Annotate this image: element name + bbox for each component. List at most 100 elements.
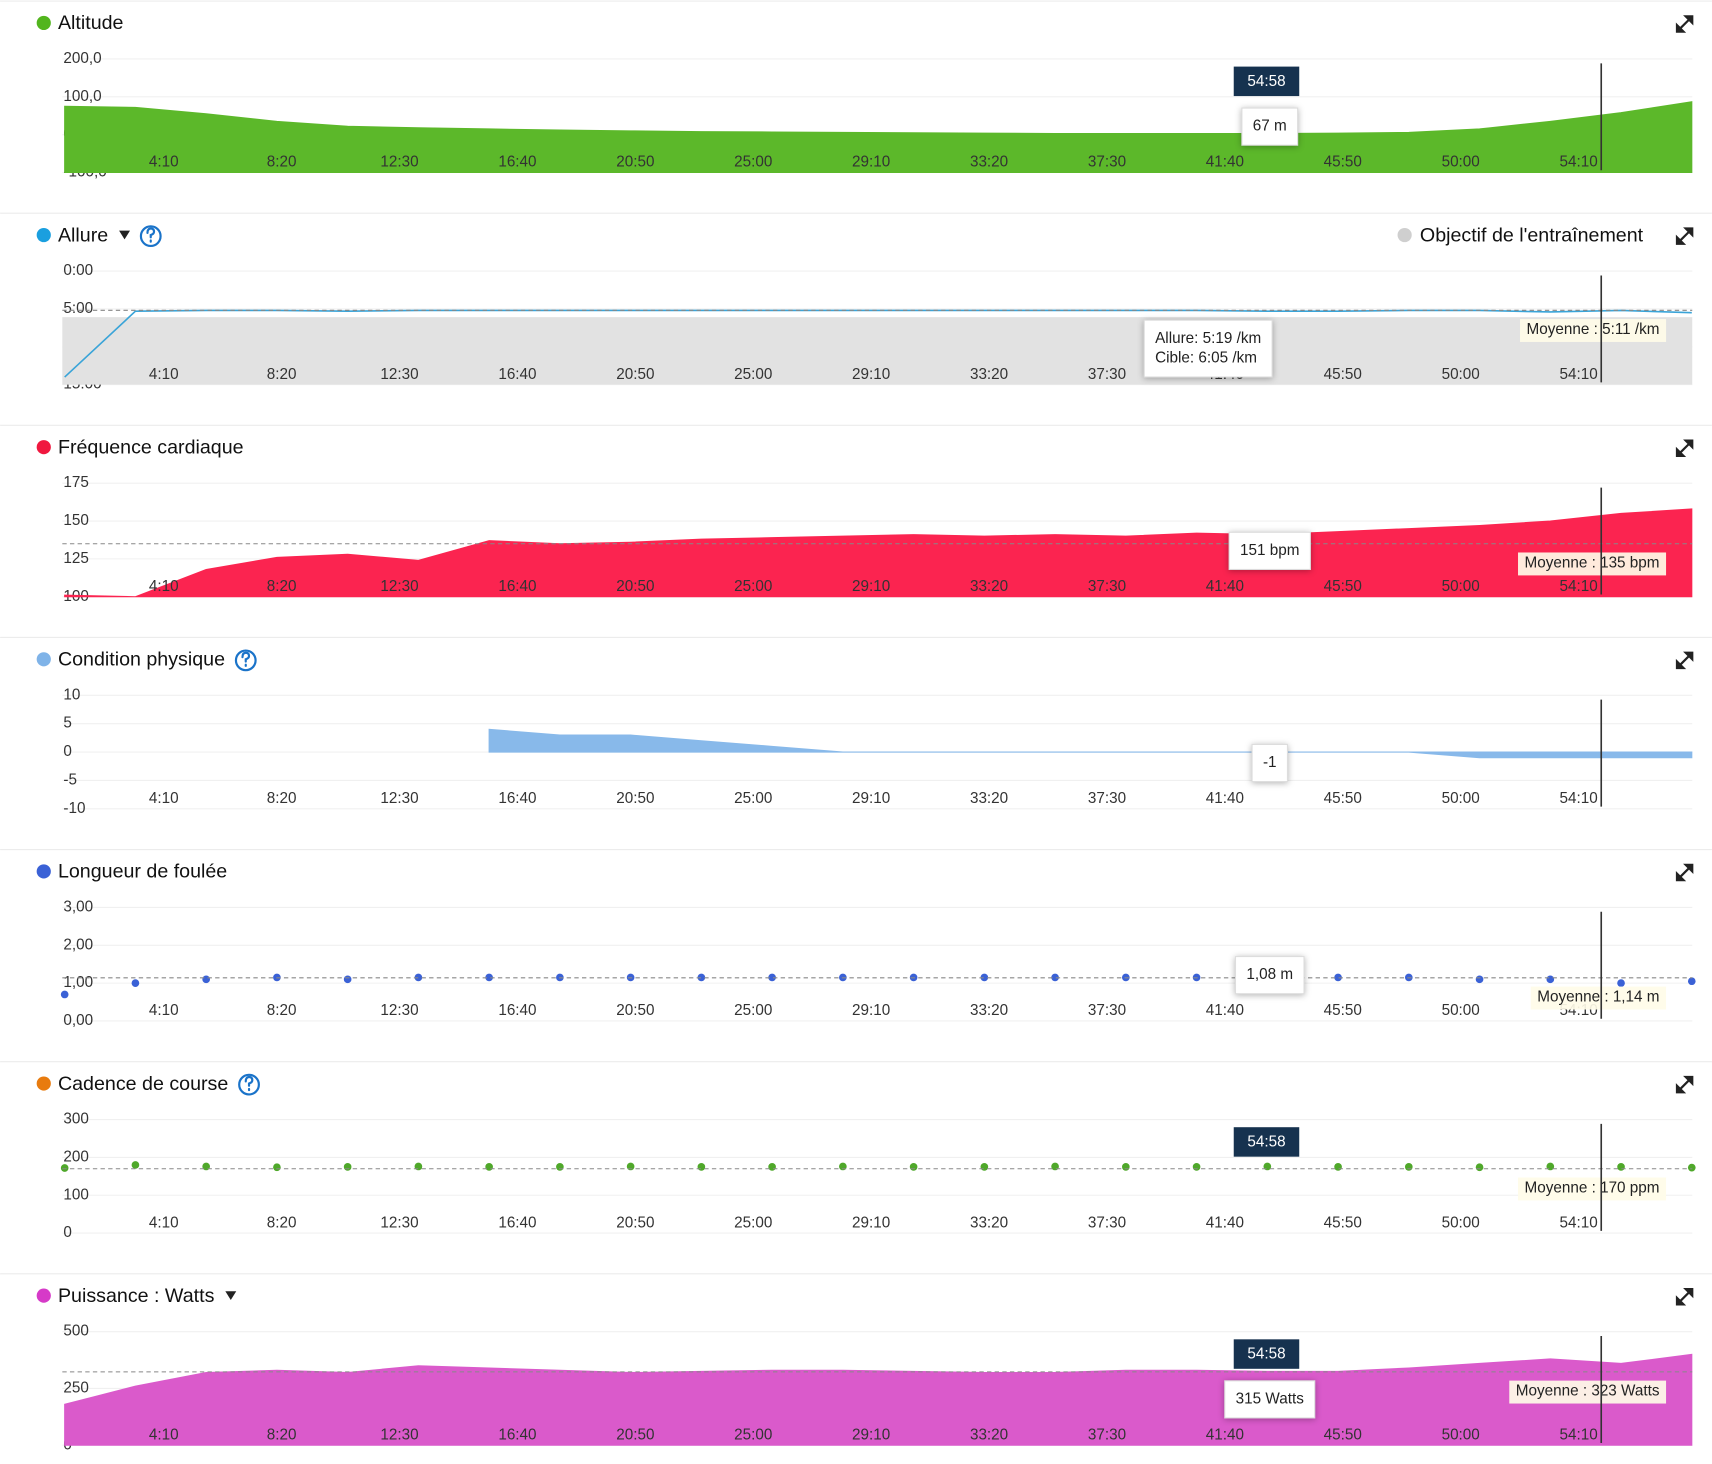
mean-label: Moyenne : 323 Watts [1516, 1383, 1660, 1400]
y-tick-label: 200,0 [63, 50, 101, 67]
x-tick-label: 41:40 [1206, 578, 1244, 595]
y-tick-label: 100 [63, 1186, 88, 1203]
y-tick-label: 500 [63, 1323, 88, 1340]
expand-button[interactable] [1675, 15, 1694, 33]
mean-label: Moyenne : 5:11 /km [1527, 321, 1660, 338]
point [60, 1164, 69, 1172]
tooltip-text: 151 bpm [1240, 542, 1299, 559]
expand-button[interactable] [1675, 1075, 1694, 1094]
point [1546, 975, 1555, 984]
x-tick-label: 37:30 [1088, 1214, 1126, 1231]
help-icon [234, 649, 257, 672]
chart-title: Condition physique [58, 649, 225, 671]
help-icon [238, 1073, 260, 1096]
tooltip-box [1143, 319, 1273, 378]
expand-button[interactable] [1675, 863, 1694, 882]
cursor-label-box [1233, 1127, 1300, 1157]
legend-dot [36, 1076, 51, 1091]
x-tick-label: 41:40 [1206, 790, 1244, 807]
x-tick-label: 4:10 [149, 366, 179, 383]
x-tick-label: 33:20 [970, 366, 1008, 383]
point [768, 973, 776, 982]
x-tick-label: 54:10 [1559, 1426, 1597, 1443]
x-tick-label: 50:00 [1442, 1002, 1480, 1019]
x-tick-label: 25:00 [734, 1426, 772, 1443]
legend-dot [36, 440, 51, 455]
x-tick-label: 4:10 [149, 1214, 179, 1231]
point [485, 1163, 493, 1171]
chart-title: Fréquence cardiaque [58, 436, 244, 458]
x-tick-label: 45:50 [1324, 1214, 1362, 1231]
tooltip-text: 67 m [1253, 118, 1287, 135]
y-tick-label: 0,00 [63, 1012, 93, 1029]
expand-button[interactable] [1675, 439, 1694, 457]
point [273, 1163, 281, 1172]
tooltip: 1,08 m [1234, 956, 1305, 995]
target-legend-dot [1397, 227, 1412, 243]
chart-panel: Longueur de foulée 3,00 2,00 1,00 0,00 4:10 8:… [0, 849, 1712, 1029]
y-tick-label: 150 [63, 512, 88, 529]
x-tick-label: 29:10 [852, 366, 890, 383]
expand-button[interactable] [1675, 651, 1694, 670]
x-tick-label: 50:00 [1442, 790, 1480, 807]
x-tick-label: 20:50 [616, 1426, 654, 1443]
x-tick-label: 16:40 [498, 578, 536, 595]
mean-label-box [1530, 986, 1667, 1010]
cursor-label: 54:58 [1247, 73, 1285, 90]
x-tick-label: 16:40 [498, 366, 536, 383]
chart-panel: Puissance : Watts50025004:108:2012:3016:… [0, 1273, 1712, 1453]
x-tick-label: 37:30 [1088, 366, 1126, 383]
x-tick-label: 20:50 [616, 790, 654, 807]
point [131, 1161, 140, 1169]
area [64, 101, 1693, 174]
y-tick-label: -10 [63, 800, 85, 817]
y-tick-label: 200 [63, 1148, 88, 1165]
point [697, 973, 706, 982]
x-tick-label: 37:30 [1088, 1426, 1126, 1443]
x-tick-label: 4:10 [149, 578, 179, 595]
expand-button[interactable] [1675, 1288, 1694, 1306]
x-tick-label: 33:20 [970, 1214, 1008, 1231]
chart-panel: Cadence de course 300 200 100 0 4:10 8:20 12:30… [0, 1061, 1712, 1241]
x-tick-label: 12:30 [380, 1002, 418, 1019]
x-tick-label: 29:10 [852, 1002, 890, 1019]
chart-title: Cadence de course [58, 1073, 228, 1095]
y-tick-label: 0 [63, 1224, 72, 1241]
help-icon-mark [241, 651, 251, 667]
x-tick-label: 37:30 [1088, 1002, 1126, 1019]
mean-label-box [1520, 319, 1667, 342]
tooltip-text: 315 Watts [1236, 1390, 1305, 1407]
x-tick-label: 25:00 [734, 366, 772, 383]
x-tick-label: 8:20 [267, 1214, 297, 1231]
x-tick-label: 20:50 [616, 578, 654, 595]
point [202, 975, 210, 984]
y-tick-label: -5 [63, 772, 77, 789]
chart-panel: Allure Objectif de l'entraînement 0:00 5:00… [0, 212, 1712, 393]
x-tick-label: 37:30 [1088, 578, 1126, 595]
point [697, 1163, 706, 1171]
point [485, 973, 493, 982]
x-tick-label: 50:00 [1442, 366, 1480, 383]
y-tick-label: 2,00 [63, 936, 93, 953]
tooltip-text: Allure: 5:19 /km [1155, 330, 1261, 347]
help-icon-mark [244, 1075, 254, 1092]
point [980, 1163, 989, 1171]
x-tick-label: 54:10 [1559, 154, 1597, 171]
x-tick-label: 8:20 [267, 154, 297, 171]
x-tick-label: 33:20 [970, 578, 1008, 595]
x-tick-label: 25:00 [734, 790, 772, 807]
expand-button[interactable] [1675, 227, 1694, 245]
help-icon [139, 225, 162, 248]
point [60, 990, 69, 999]
mean-label: Moyenne : 1,14 m [1537, 989, 1659, 1006]
cursor-label-box [1233, 66, 1300, 97]
mean-label: Moyenne : 135 bpm [1525, 554, 1660, 571]
x-tick-label: 12:30 [380, 1426, 418, 1443]
x-tick-label: 29:10 [852, 154, 890, 171]
mean-label-box [1509, 1380, 1667, 1404]
x-tick-label: 45:50 [1324, 1426, 1362, 1443]
tooltip-box [1241, 107, 1299, 146]
x-tick-label: 12:30 [380, 154, 418, 171]
y-tick-label: 175 [63, 474, 88, 491]
